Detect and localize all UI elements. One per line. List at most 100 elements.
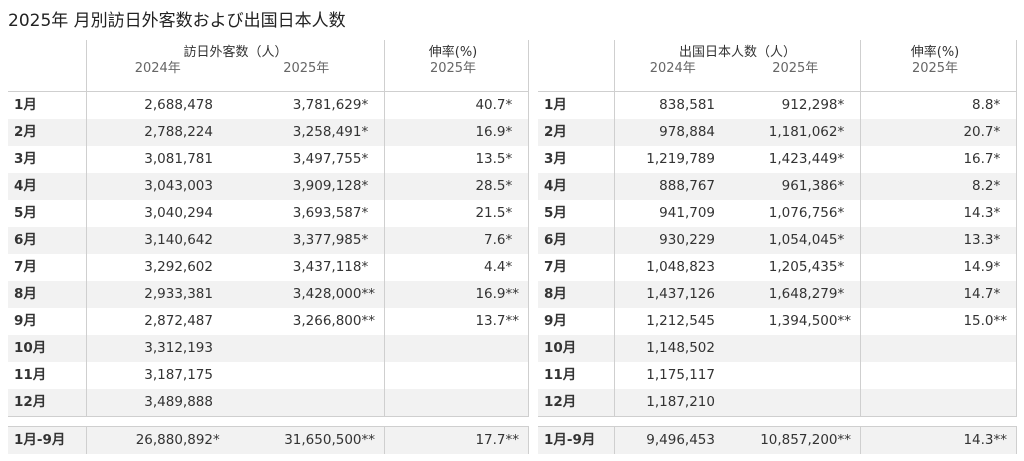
value-cell: 40.7*	[384, 91, 529, 119]
value-cell: 2,788,224	[85, 119, 235, 146]
total-label: 1月-9月	[538, 426, 614, 454]
table-row: 10月 1,148,502	[538, 335, 1017, 362]
value-cell: 978,884	[613, 119, 737, 146]
table-row: 12月 1,187,210	[538, 389, 1017, 417]
month-label: 12月	[538, 389, 614, 417]
year-label: 2024年	[134, 61, 181, 76]
value-cell: 888,767	[613, 173, 737, 200]
value-cell: 20.7*	[860, 119, 1017, 146]
value-cell: 21.5*	[384, 200, 529, 227]
number-value: 1,212,545	[646, 313, 715, 329]
number-value: 3,140,642	[144, 232, 213, 248]
number-value: 10,857,200	[760, 432, 838, 448]
number-value: 1,048,823	[646, 259, 715, 275]
table-row: 12月 3,489,888	[8, 389, 529, 417]
footnote-mark: *	[837, 286, 845, 302]
number-value: 3,489,888	[144, 394, 213, 410]
number-value: 13.5	[475, 151, 506, 167]
value-cell	[384, 335, 529, 362]
number-value: 20.7	[963, 124, 994, 140]
month-label: 8月	[538, 281, 614, 308]
footnote-mark: *	[993, 286, 1001, 302]
number-value: 3,258,491	[292, 124, 362, 140]
number-value: 3,909,128	[292, 178, 362, 194]
total-row: 1月-9月 26,880,892* 31,650,500** 17.7**	[8, 426, 529, 454]
table-row: 5月 941,709 1,076,756* 14.3*	[538, 200, 1017, 227]
number-value: 40.7	[475, 97, 506, 113]
value-cell: 1,205,435*	[737, 254, 861, 281]
visitor-arrivals-table: 訪日外客数（人） 2024年 2025年 伸率(%) 2025年 1月 2,688,478…	[8, 40, 529, 454]
value-cell: 16.7*	[860, 146, 1017, 173]
value-cell: 1,212,545	[613, 308, 737, 335]
number-value: 3,292,602	[144, 259, 213, 275]
table-row: 6月 930,229 1,054,045* 13.3*	[538, 227, 1017, 254]
number-value: 7.6	[484, 232, 506, 248]
footnote-mark: *	[361, 178, 369, 194]
spacer-cell	[614, 416, 737, 427]
table-row: 5月 3,040,294 3,693,587* 21.5*	[8, 200, 529, 227]
footnote-mark: **	[993, 432, 1008, 448]
total-row: 1月-9月 9,496,453 10,857,200** 14.3**	[538, 426, 1017, 454]
value-cell: 1,394,500**	[737, 308, 861, 335]
number-value: 1,054,045	[768, 232, 838, 248]
number-value: 3,377,985	[292, 232, 362, 248]
number-value: 1,148,502	[646, 340, 715, 356]
value-cell: 1,148,502	[613, 335, 737, 362]
month-label: 9月	[544, 313, 567, 329]
month-label: 10月	[538, 335, 614, 362]
header-row: 訪日外客数（人） 2024年 2025年 伸率(%) 2025年	[8, 40, 529, 92]
value-cell: 3,187,175	[85, 362, 235, 389]
footnote-mark: **	[837, 313, 852, 329]
footnote-mark: **	[993, 313, 1008, 329]
value-cell: 4.4*	[384, 254, 529, 281]
table-row: 1月 2,688,478 3,781,629* 40.7*	[8, 91, 529, 119]
footnote-mark: *	[505, 178, 513, 194]
number-value: 941,709	[659, 205, 715, 221]
month-label: 12月	[8, 389, 86, 417]
number-value: 14.3	[963, 432, 994, 448]
value-cell	[737, 362, 861, 389]
number-value: 14.9	[963, 259, 994, 275]
footnote-mark: *	[993, 232, 1001, 248]
month-label: 7月	[14, 259, 37, 275]
number-value: 16.9	[475, 124, 506, 140]
number-value: 3,187,175	[144, 367, 213, 383]
value-cell: 3,377,985*	[235, 227, 385, 254]
number-value: 1,205,435	[768, 259, 838, 275]
spacer-cell	[860, 416, 1016, 427]
month-label: 1月	[544, 97, 567, 113]
number-value: 1,219,789	[646, 151, 715, 167]
month-label: 11月	[14, 367, 47, 383]
number-value: 3,437,118	[292, 259, 362, 275]
value-cell: 1,054,045*	[737, 227, 861, 254]
number-value: 3,266,800	[292, 313, 362, 329]
header-year-2024: 訪日外客数（人） 2024年	[85, 40, 288, 92]
value-cell: 912,298*	[737, 91, 861, 119]
value-cell: 28.5*	[384, 173, 529, 200]
value-cell: 13.5*	[384, 146, 529, 173]
table-row: 4月 888,767 961,386* 8.2*	[538, 173, 1017, 200]
group-header: 訪日外客数（人）	[183, 45, 288, 60]
number-value: 1,423,449	[768, 151, 838, 167]
table-row: 2月 978,884 1,181,062* 20.7*	[538, 119, 1017, 146]
number-value: 3,040,294	[144, 205, 213, 221]
spacer-cell	[86, 416, 235, 427]
footnote-mark: *	[993, 178, 1001, 194]
value-cell: 14.7*	[860, 281, 1017, 308]
value-cell: 2,933,381	[85, 281, 235, 308]
value-cell: 9,496,453	[613, 426, 737, 454]
number-value: 930,229	[659, 232, 715, 248]
number-value: 13.3	[963, 232, 994, 248]
value-cell: 838,581	[613, 91, 737, 119]
value-cell: 31,650,500**	[235, 426, 385, 454]
footnote-mark: **	[361, 432, 376, 448]
footnote-mark: *	[505, 205, 513, 221]
number-value: 912,298	[781, 97, 838, 113]
spacer-cell	[737, 416, 860, 427]
month-label: 2月	[8, 119, 86, 146]
table-row: 11月 1,175,117	[538, 362, 1017, 389]
value-cell: 3,312,193	[85, 335, 235, 362]
number-value: 3,312,193	[144, 340, 213, 356]
value-cell: 3,497,755*	[235, 146, 385, 173]
spacer-cell	[235, 416, 384, 427]
